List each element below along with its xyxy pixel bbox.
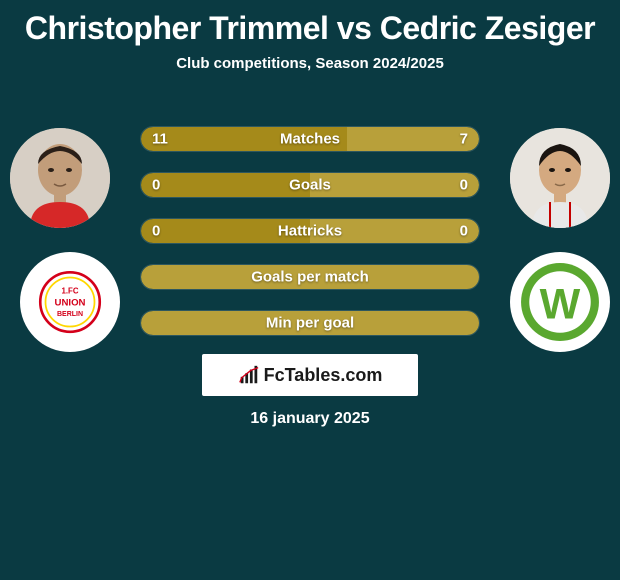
stat-bar-right-fill bbox=[347, 127, 479, 151]
player-left-portrait bbox=[10, 128, 110, 228]
stat-row: Min per goal bbox=[140, 310, 480, 336]
stat-bar-track bbox=[140, 264, 480, 290]
date-label: 16 january 2025 bbox=[0, 410, 620, 428]
stat-bar-track bbox=[140, 218, 480, 244]
stat-bar-left-fill bbox=[141, 311, 479, 335]
svg-text:BERLIN: BERLIN bbox=[57, 311, 83, 318]
stat-bar-left-fill bbox=[141, 173, 310, 197]
bar-chart-icon bbox=[238, 364, 260, 386]
stat-row: Hattricks00 bbox=[140, 218, 480, 244]
svg-text:W: W bbox=[540, 280, 581, 328]
brand-logo-box: FcTables.com bbox=[202, 354, 418, 396]
svg-text:1.FC: 1.FC bbox=[61, 286, 78, 295]
svg-text:UNION: UNION bbox=[55, 298, 86, 309]
stat-bar-left-fill bbox=[141, 219, 310, 243]
stat-bar-right-fill bbox=[310, 173, 479, 197]
stat-row: Goals00 bbox=[140, 172, 480, 198]
stat-row: Goals per match bbox=[140, 264, 480, 290]
stat-bar-right-fill bbox=[310, 219, 479, 243]
player-right-portrait bbox=[510, 128, 610, 228]
club-left-badge: 1.FC UNION BERLIN bbox=[20, 252, 120, 352]
brand-label: FcTables.com bbox=[264, 365, 383, 386]
stat-bar-left-fill bbox=[141, 127, 347, 151]
page-title: Christopher Trimmel vs Cedric Zesiger bbox=[0, 0, 620, 47]
stat-bar-track bbox=[140, 126, 480, 152]
stat-bar-track bbox=[140, 172, 480, 198]
page-subtitle: Club competitions, Season 2024/2025 bbox=[0, 55, 620, 72]
club-right-badge: W bbox=[510, 252, 610, 352]
stat-bars: Matches117 Goals00 Hattricks00 Goals per ma… bbox=[140, 126, 480, 356]
stat-row: Matches117 bbox=[140, 126, 480, 152]
stat-bar-left-fill bbox=[141, 265, 479, 289]
stat-bar-track bbox=[140, 310, 480, 336]
